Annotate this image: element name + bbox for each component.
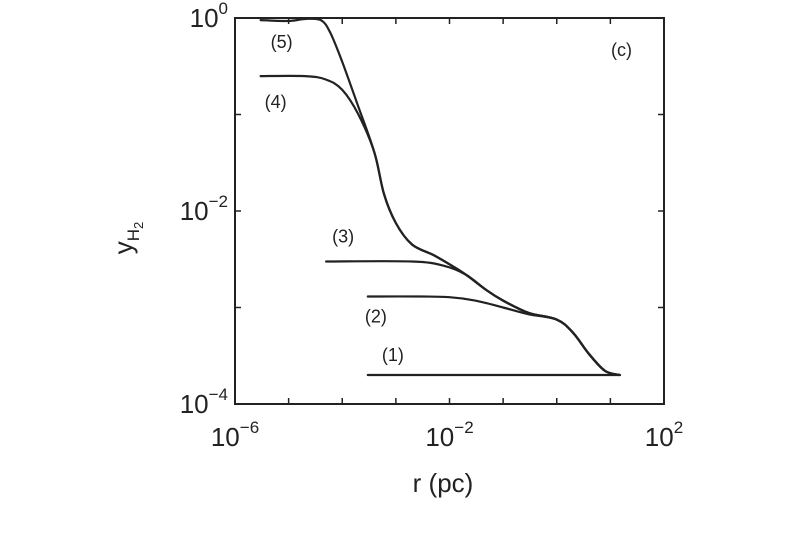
y-axis-label-subscript: H (124, 229, 143, 241)
series-label-1: (1) (382, 345, 404, 365)
x-tick-label-exp: −2 (454, 418, 473, 437)
y-tick-label: 10−4 (180, 385, 228, 419)
curves-group (259, 17, 621, 377)
y-tick-label-exp: −2 (209, 192, 228, 211)
y-axis-label-subsubscript: 2 (131, 222, 146, 229)
series-label-3: (3) (332, 226, 354, 246)
series-line-4 (259, 74, 621, 377)
series-line-2 (366, 295, 621, 377)
y-tick-label: 100 (190, 0, 228, 33)
x-tick-label-exp: 2 (674, 418, 683, 437)
x-tick-label-exp: −6 (240, 418, 259, 437)
y-axis-label-main: y (108, 241, 138, 254)
y-tick-label-base: 10 (180, 389, 209, 419)
x-tick-label-base: 10 (645, 422, 674, 452)
ticks-group (234, 17, 665, 405)
y-tick-label: 10−2 (180, 192, 228, 226)
svg-text:yH2: yH2 (108, 222, 146, 255)
x-tick-label: 10−2 (425, 418, 473, 452)
panel-label: (c) (611, 40, 632, 60)
y-tick-label-base: 10 (190, 3, 219, 33)
x-tick-label: 10−6 (211, 418, 259, 452)
y-tick-label-base: 10 (180, 196, 209, 226)
y-axis-label: yH2 (108, 222, 146, 255)
series-label-5: (5) (271, 32, 293, 52)
series-label-4: (4) (265, 92, 287, 112)
x-axis-label: r (pc) (413, 468, 474, 498)
x-tick-label: 102 (645, 418, 683, 452)
y-tick-label-exp: −4 (209, 385, 228, 404)
x-tick-label-base: 10 (211, 422, 240, 452)
x-tick-label-base: 10 (425, 422, 454, 452)
curve-labels-group: (1) (2) (3) (4) (5) (265, 32, 404, 365)
series-label-2: (2) (365, 307, 387, 327)
series-line-5 (259, 17, 621, 377)
y-tick-label-exp: 0 (219, 0, 228, 18)
